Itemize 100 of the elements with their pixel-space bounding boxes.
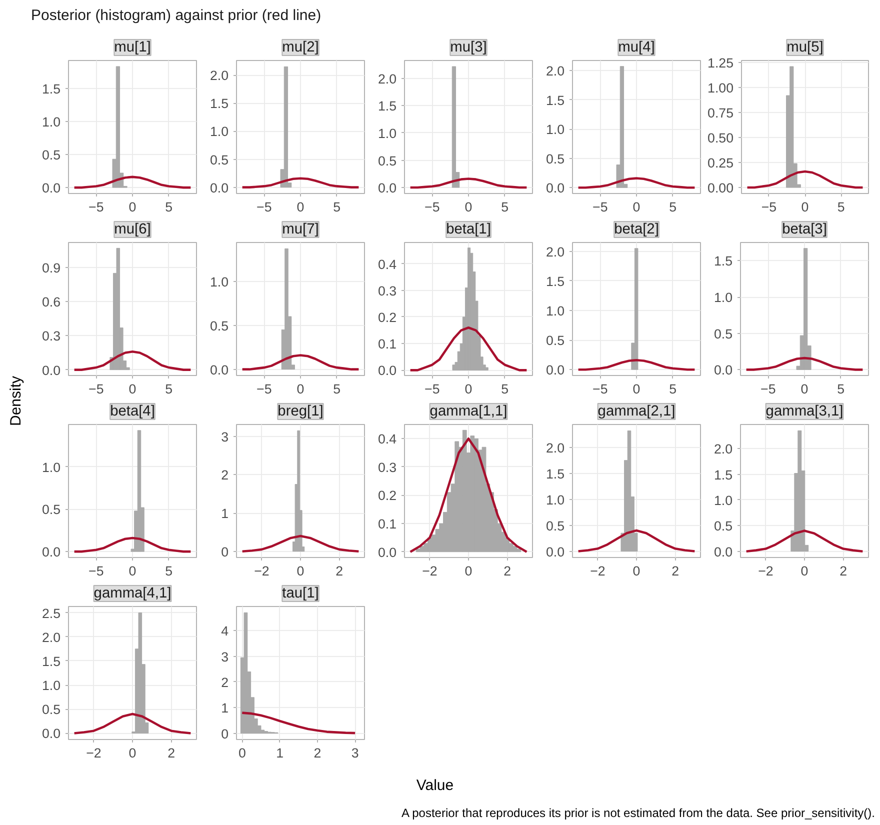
x-tick-label: 2 <box>336 564 344 578</box>
y-tick-label: 0.0 <box>42 544 61 560</box>
x-tick-label: 0 <box>464 564 472 578</box>
y-tick-label: 1.0 <box>546 122 565 138</box>
y-tick-label: 2.0 <box>546 440 565 456</box>
chart-title: mu[4] <box>618 40 655 56</box>
y-tick-label: 2.5 <box>42 606 61 621</box>
y-tick-label: 2.0 <box>42 630 61 645</box>
y-tick-label: 0.0 <box>210 180 229 196</box>
x-tick-label: 5 <box>501 200 509 214</box>
y-tick-label: 2 <box>221 674 229 690</box>
y-tick-label: 0.5 <box>42 147 61 162</box>
x-tick-label: 0 <box>128 200 136 214</box>
x-tick-label: 2 <box>672 564 680 578</box>
x-tick-label: 5 <box>165 200 173 214</box>
chart-title: gamma[2,1] <box>598 404 676 420</box>
x-tick-label: 0 <box>296 564 304 578</box>
line-series <box>241 534 360 553</box>
y-tick-label: 0.5 <box>714 518 733 534</box>
x-tick-label: 0 <box>296 200 304 214</box>
line-series <box>240 712 356 734</box>
line-series <box>241 177 360 188</box>
line-series <box>577 177 696 189</box>
y-tick-label: 0.0 <box>714 362 733 378</box>
line-series <box>73 712 192 734</box>
x-tick-label: −5 <box>88 200 104 214</box>
y-tick-label: 0.5 <box>210 152 229 168</box>
chart-title: beta[2] <box>614 222 659 238</box>
y-tick-label: 1 <box>221 506 229 522</box>
line-series <box>409 178 528 189</box>
y-tick-label: 0.3 <box>42 328 61 344</box>
x-tick-label: −2 <box>86 746 102 760</box>
x-tick-label: 0 <box>128 746 136 760</box>
y-tick-label: 1.0 <box>378 126 397 141</box>
y-tick-label: 0.50 <box>708 130 734 146</box>
x-tick-label: −2 <box>422 564 438 578</box>
text: Posterior (histogram) against prior (red line) <box>31 6 322 26</box>
chart-title: gamma[1,1] <box>430 404 508 420</box>
y-tick-label: 1 <box>221 700 229 716</box>
y-tick-label: 0.0 <box>42 180 61 196</box>
y-tick-label: 0.5 <box>546 333 565 348</box>
x-tick-label: 0 <box>128 382 136 396</box>
y-tick-label: 0.0 <box>378 180 397 196</box>
x-tick-label: −5 <box>88 382 104 396</box>
y-tick-label: 0.4 <box>378 432 398 447</box>
y-tick-label: 0.5 <box>546 151 565 166</box>
y-tick-label: 0.0 <box>378 544 397 560</box>
y-tick-label: 0.2 <box>378 310 397 325</box>
y-tick-label: 0.1 <box>378 336 397 352</box>
y-tick-label: 1.25 <box>708 56 734 70</box>
line-series <box>241 354 360 370</box>
y-tick-label: 3 <box>221 649 229 664</box>
x-tick-label: 0 <box>632 564 640 578</box>
y-tick-label: 0.9 <box>42 260 61 276</box>
x-tick-label: 2 <box>840 564 848 578</box>
chart-title: beta[3] <box>782 222 827 238</box>
y-tick-label: 0.0 <box>546 180 565 196</box>
line-series <box>577 529 696 552</box>
x-tick-label: −5 <box>760 382 776 396</box>
y-tick-label: 1.0 <box>714 492 733 508</box>
x-tick-label: −5 <box>256 382 272 396</box>
chart-title: mu[7] <box>282 222 319 238</box>
x-tick-label: 0 <box>464 382 472 396</box>
x-tick-label: 5 <box>165 564 173 578</box>
chart-title: gamma[3,1] <box>766 404 844 420</box>
y-tick-label: 1.0 <box>210 274 229 290</box>
x-tick-label: 5 <box>501 382 509 396</box>
chart-title: mu[2] <box>282 40 319 56</box>
y-tick-label: 0 <box>221 544 229 560</box>
x-tick-label: 0 <box>128 564 136 578</box>
y-tick-label: 0.5 <box>546 518 565 534</box>
x-tick-label: 0 <box>296 382 304 396</box>
y-tick-label: 0.5 <box>714 326 733 342</box>
y-tick-label: 0.5 <box>378 153 397 168</box>
chart-title: mu[1] <box>114 40 151 56</box>
y-tick-label: 1.0 <box>42 460 61 475</box>
text: A posterior that reproduces its prior is not estimated from the data. See prior_sensitivity(). <box>401 805 875 822</box>
y-tick-label: 1.00 <box>708 80 734 96</box>
line-series <box>409 438 528 553</box>
chart-title: mu[5] <box>786 40 824 56</box>
x-tick-label: 5 <box>165 382 173 396</box>
x-tick-label: 0 <box>632 200 640 214</box>
y-tick-label: 0.5 <box>42 502 61 518</box>
x-tick-label: 5 <box>837 382 845 396</box>
x-tick-label: 0 <box>238 746 246 760</box>
x-tick-label: −2 <box>590 564 606 578</box>
y-tick-label: 1.5 <box>210 96 229 112</box>
x-tick-label: 5 <box>669 382 677 396</box>
chart-title: beta[1] <box>446 222 491 238</box>
y-tick-label: 2 <box>221 468 229 483</box>
x-tick-label: 2 <box>504 564 512 578</box>
y-tick-label: 0.0 <box>210 362 229 378</box>
text: Density <box>6 376 26 426</box>
x-tick-label: 0 <box>800 382 808 396</box>
y-tick-label: 0.0 <box>546 544 565 560</box>
x-tick-label: 5 <box>333 382 341 396</box>
text: Value <box>416 776 454 796</box>
chart-title: beta[4] <box>110 404 155 420</box>
x-tick-label: −5 <box>424 382 440 396</box>
x-tick-label: −5 <box>424 200 440 214</box>
